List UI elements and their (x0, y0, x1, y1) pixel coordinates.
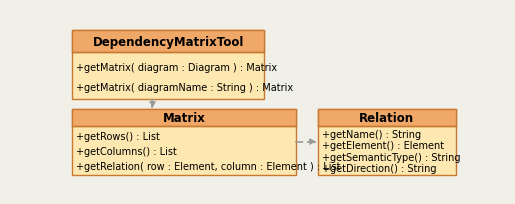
Bar (318, 109, 456, 175)
Text: +getRelation( row : Element, column : Element ) : List: +getRelation( row : Element, column : El… (76, 161, 341, 171)
Bar (318, 109, 456, 126)
Text: +getRows() : List: +getRows() : List (76, 132, 160, 142)
Text: +getMatrix( diagramName : String ) : Matrix: +getMatrix( diagramName : String ) : Mat… (76, 83, 294, 93)
Text: +getSemanticType() : String: +getSemanticType() : String (322, 152, 460, 162)
Text: +getName() : String: +getName() : String (322, 129, 421, 139)
Bar (72, 31, 264, 100)
Text: DependencyMatrixTool: DependencyMatrixTool (93, 35, 244, 48)
Text: +getElement() : Element: +getElement() : Element (322, 141, 444, 151)
Bar (72, 31, 264, 53)
Text: Matrix: Matrix (163, 111, 205, 124)
Text: +getDirection() : String: +getDirection() : String (322, 163, 436, 173)
Bar (72, 109, 296, 175)
Text: Relation: Relation (359, 111, 414, 124)
Text: +getMatrix( diagram : Diagram ) : Matrix: +getMatrix( diagram : Diagram ) : Matrix (76, 62, 278, 72)
Text: +getColumns() : List: +getColumns() : List (76, 147, 177, 157)
Bar (72, 109, 296, 126)
